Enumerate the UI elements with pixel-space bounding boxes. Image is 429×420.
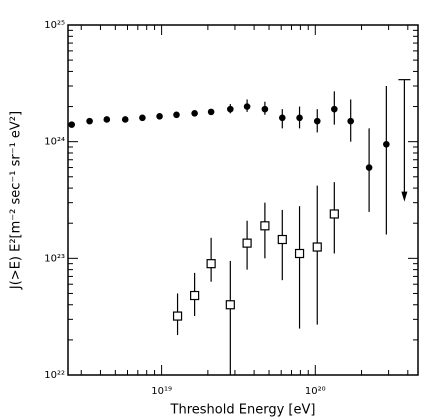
y-tick-label: 10²² <box>44 370 65 381</box>
data-point <box>191 110 198 117</box>
plot-frame <box>67 24 419 376</box>
data-point <box>260 221 270 231</box>
data-point <box>365 164 373 171</box>
y-tick-label: 10²⁵ <box>44 20 65 31</box>
x-axis-label: Threshold Energy [eV] <box>170 403 316 418</box>
data-point <box>347 117 354 125</box>
x-tick-label: 10²⁰ <box>305 386 326 397</box>
data-point <box>207 108 215 116</box>
arrow-head <box>401 191 408 202</box>
data-point <box>331 105 338 113</box>
data-point <box>68 121 75 128</box>
data-point <box>86 117 93 125</box>
data-point <box>206 259 216 269</box>
y-axis-label: J(>E) E²[m⁻² sec⁻¹ sr⁻¹ eV²] <box>9 111 24 290</box>
data-point <box>312 242 322 252</box>
data-point <box>103 116 111 123</box>
data-point <box>139 114 146 122</box>
data-point <box>156 112 163 120</box>
data-point <box>121 116 129 123</box>
data-point <box>172 311 183 321</box>
y-tick-label: 10²⁴ <box>44 137 65 148</box>
plot-area <box>68 79 411 375</box>
data-point <box>261 105 269 113</box>
data-point <box>243 103 251 110</box>
data-point <box>277 234 287 245</box>
data-point <box>329 209 339 219</box>
data-point <box>227 105 234 113</box>
data-point <box>313 117 321 125</box>
data-point <box>296 114 303 122</box>
y-tick-label: 10²³ <box>44 253 65 264</box>
data-point <box>225 300 235 310</box>
data-point <box>242 238 252 248</box>
data-point <box>190 290 200 301</box>
data-point <box>173 111 180 119</box>
data-point <box>278 114 286 122</box>
data-point <box>383 140 390 148</box>
data-point <box>294 248 305 259</box>
x-tick-label: 10¹⁹ <box>151 386 172 397</box>
